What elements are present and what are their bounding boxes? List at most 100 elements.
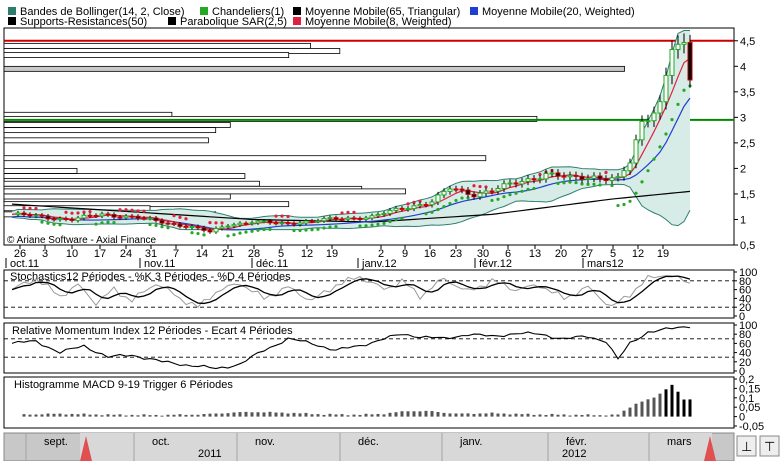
macd-histogram-bar <box>634 403 638 417</box>
macd-histogram-bar <box>502 413 506 417</box>
macd-histogram-bar <box>256 412 260 417</box>
macd-histogram-bar <box>304 412 308 417</box>
macd-histogram-bar <box>322 414 326 417</box>
macd-histogram-bar <box>268 411 272 417</box>
macd-histogram-bar <box>316 414 320 417</box>
candle-body <box>447 188 453 192</box>
sar-dot <box>448 201 452 206</box>
candle-body <box>537 178 543 181</box>
candle-body <box>315 220 321 223</box>
candle-body <box>483 190 489 194</box>
support-resistance-bar <box>3 173 246 179</box>
sar-dot <box>112 220 116 225</box>
sar-dot <box>286 214 290 219</box>
macd-histogram-bar <box>46 413 50 417</box>
candle-body <box>549 172 555 175</box>
candle-body <box>249 222 255 225</box>
legend-swatch <box>8 7 16 15</box>
macd-histogram-bar <box>460 413 464 417</box>
macd-histogram-bar <box>196 414 200 417</box>
candle-body <box>393 207 399 211</box>
sar-dot <box>268 227 272 231</box>
candle-body <box>579 175 585 180</box>
candle-body <box>609 177 615 181</box>
zoom-scale-button[interactable] <box>759 435 780 457</box>
candle-body <box>411 205 417 210</box>
fit-scale-button[interactable] <box>736 435 757 457</box>
sar-dot <box>538 172 542 177</box>
macd-histogram-bar <box>190 414 194 417</box>
macd-histogram-bar <box>106 414 110 417</box>
candle-body <box>357 217 363 220</box>
sar-dot <box>592 182 596 186</box>
support-resistance-bar <box>3 65 625 72</box>
candle-body <box>333 217 339 220</box>
macd-histogram-bar <box>214 413 218 417</box>
candle-body <box>657 101 663 114</box>
x-tick-label: 12 <box>632 248 644 260</box>
candle-body <box>147 217 153 220</box>
candle-body <box>681 41 687 45</box>
macd-histogram-bar <box>568 415 572 417</box>
candle-body <box>345 217 351 220</box>
x-tick-label: 19 <box>326 248 338 260</box>
sar-dot <box>454 198 458 203</box>
candle-body <box>465 189 471 195</box>
sar-dot <box>316 227 320 231</box>
candle-body <box>369 215 375 219</box>
x-tick-label: 9 <box>402 248 408 260</box>
sar-dot <box>40 220 44 224</box>
macd-title: Histogramme MACD 9-19 Trigger 6 Périodes <box>14 379 233 391</box>
x-tick-label: 6 <box>505 248 511 260</box>
candle-body <box>405 208 411 211</box>
candle-body <box>159 219 165 224</box>
navigator-left-handle[interactable] <box>80 436 92 461</box>
x-tick-label: 23 <box>450 248 462 260</box>
macd-histogram-bar <box>142 414 146 417</box>
macd-histogram-bar <box>580 415 584 417</box>
macd-histogram-bar <box>454 413 458 417</box>
legend-label: Bandes de Bollinger(14, 2, Close) <box>20 6 184 18</box>
macd-histogram-bar <box>94 414 98 417</box>
y-tick-label: 4 <box>740 61 746 73</box>
macd-histogram-bar <box>388 412 392 417</box>
legend-swatch <box>8 17 16 25</box>
macd-histogram-bar <box>100 415 104 417</box>
macd-histogram-bar <box>244 411 248 417</box>
macd-histogram-bar <box>640 401 644 417</box>
sar-dot <box>556 181 560 185</box>
macd-histogram-bar <box>124 415 128 417</box>
sar-dot <box>610 183 614 188</box>
candle-body <box>573 174 579 177</box>
sar-dot <box>664 132 668 136</box>
sar-dot <box>130 208 134 212</box>
macd-histogram-bar <box>334 414 338 417</box>
timeline-navigator[interactable]: sept. oct. nov. déc. janv. févr. mars 2011 2012 <box>3 432 735 461</box>
navigator-right-handle[interactable] <box>704 436 716 461</box>
candle-body <box>285 222 291 225</box>
sar-dot <box>508 193 512 197</box>
candle-body <box>603 178 609 181</box>
candle-body <box>69 218 75 221</box>
macd-histogram-bar <box>520 414 524 417</box>
sar-dot <box>580 182 584 186</box>
sar-dot <box>304 228 308 232</box>
sar-dot <box>604 170 608 175</box>
legend-swatch <box>168 17 176 25</box>
sar-dot <box>256 228 260 232</box>
sar-dot <box>442 205 446 209</box>
month-label: oct.11 <box>10 258 39 270</box>
macd-histogram-bar <box>34 414 38 417</box>
candle-body <box>651 112 657 122</box>
macd-histogram-bar <box>22 414 26 417</box>
sar-dot <box>598 183 602 187</box>
candle-body <box>225 225 231 228</box>
y-tick-label: 2 <box>740 163 746 175</box>
candle-body <box>627 162 633 172</box>
sar-dot <box>424 212 428 216</box>
legend-swatch <box>470 7 478 15</box>
candle-body <box>117 216 123 219</box>
candle-body <box>39 214 45 217</box>
macd-histogram-bar <box>484 413 488 417</box>
navigator-year-label: 2012 <box>562 448 586 460</box>
